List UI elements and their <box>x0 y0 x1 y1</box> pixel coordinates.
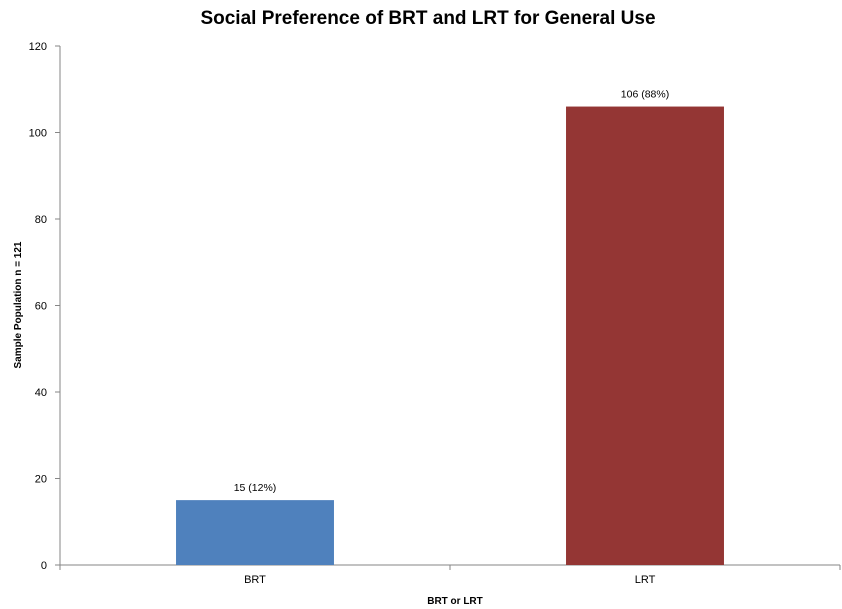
data-label: 15 (12%) <box>234 482 277 494</box>
y-tick-label: 120 <box>29 41 47 53</box>
y-tick-label: 80 <box>35 214 47 226</box>
bar-brt <box>176 500 334 565</box>
y-tick-label: 100 <box>29 128 47 140</box>
y-axis-label: Sample Population n = 121 <box>13 241 24 368</box>
y-axis-ticks: 0 20 40 60 80 100 120 <box>29 41 60 572</box>
y-tick-label: 60 <box>35 301 47 313</box>
x-axis-ticks: BRT LRT <box>59 565 841 586</box>
bars <box>176 106 724 566</box>
chart-title: Social Preference of BRT and LRT for Gen… <box>200 8 655 29</box>
bar-lrt <box>566 106 724 566</box>
y-tick-label: 0 <box>41 560 47 572</box>
x-tick-label: BRT <box>244 574 266 586</box>
data-labels: 15 (12%) 106 (88%) <box>234 89 670 495</box>
y-tick-label: 40 <box>35 387 47 399</box>
x-axis-label: BRT or LRT <box>427 596 483 607</box>
data-label: 106 (88%) <box>621 89 669 101</box>
x-tick-label: LRT <box>635 574 656 586</box>
y-tick-label: 20 <box>35 474 47 486</box>
